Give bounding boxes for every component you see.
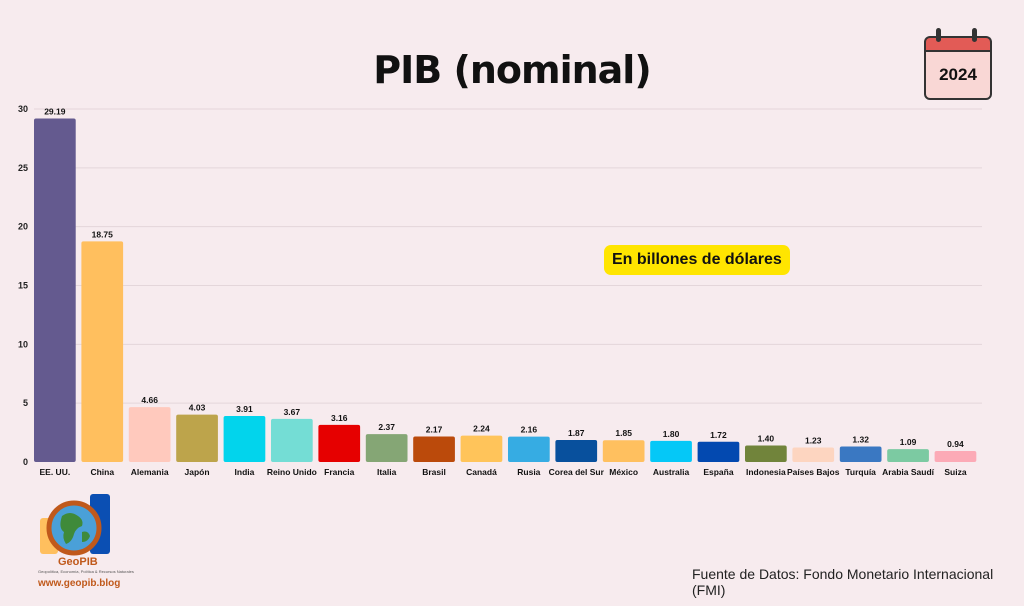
data-label: 2.37 xyxy=(378,422,395,432)
x-tick-label: Reino Unido xyxy=(267,467,317,477)
data-label: 1.87 xyxy=(568,428,585,438)
bar xyxy=(792,447,835,462)
x-tick-label: Países Bajos xyxy=(787,467,840,477)
data-label: 3.91 xyxy=(236,404,253,414)
bar xyxy=(413,436,455,462)
unit-badge: En billones de dólares xyxy=(604,245,790,275)
calendar-icon: 2024 xyxy=(924,28,992,100)
x-tick-label: China xyxy=(90,467,114,477)
globe-icon xyxy=(40,494,110,556)
x-tick-label: Brasil xyxy=(422,467,446,477)
bar xyxy=(271,418,313,462)
data-label: 1.23 xyxy=(805,436,822,446)
y-tick-label: 30 xyxy=(18,104,28,114)
logo-name: GeoPIB xyxy=(58,556,98,568)
bar xyxy=(887,449,929,462)
bar xyxy=(697,441,740,462)
bar xyxy=(34,118,76,462)
data-label: 3.67 xyxy=(284,407,301,417)
bar xyxy=(508,436,550,462)
data-label: 1.32 xyxy=(852,434,869,444)
y-tick-label: 0 xyxy=(23,457,28,467)
data-label: 4.66 xyxy=(141,395,158,405)
data-label: 2.17 xyxy=(426,424,443,434)
data-label: 1.09 xyxy=(900,437,917,447)
x-tick-label: Indonesia xyxy=(746,467,786,477)
x-tick-label: Suiza xyxy=(944,467,966,477)
x-tick-label: EE. UU. xyxy=(40,467,71,477)
logo-url[interactable]: www.geopib.blog xyxy=(38,578,121,589)
data-label: 3.16 xyxy=(331,413,348,423)
x-tick-label: Italia xyxy=(377,467,397,477)
logo: GeoPIB Geopolítica, Economía, Política &… xyxy=(38,492,134,592)
bar xyxy=(934,450,977,462)
y-tick-label: 20 xyxy=(18,222,28,232)
bar xyxy=(602,440,645,462)
bar xyxy=(555,439,598,462)
logo-tagline: Geopolítica, Economía, Política & Recurs… xyxy=(38,569,134,574)
x-tick-label: Arabia Saudí xyxy=(882,467,935,477)
data-label: 1.80 xyxy=(663,429,680,439)
y-tick-label: 25 xyxy=(18,163,28,173)
bar xyxy=(128,407,171,462)
x-tick-label: Francia xyxy=(324,467,355,477)
data-label: 2.16 xyxy=(521,425,538,435)
data-label: 29.19 xyxy=(44,107,66,117)
bar xyxy=(650,440,692,462)
data-label: 1.72 xyxy=(710,430,727,440)
data-label: 18.75 xyxy=(92,229,114,239)
y-tick-label: 5 xyxy=(23,398,28,408)
data-label: 1.40 xyxy=(758,434,775,444)
bar xyxy=(745,445,787,462)
x-tick-label: Japón xyxy=(185,467,210,477)
x-tick-label: Corea del Sur xyxy=(549,467,605,477)
x-tick-label: India xyxy=(235,467,255,477)
x-tick-label: Alemania xyxy=(131,467,169,477)
bar xyxy=(839,446,882,462)
data-label: 1.85 xyxy=(615,428,632,438)
data-label: 4.03 xyxy=(189,403,206,413)
x-tick-label: Rusia xyxy=(517,467,540,477)
data-source: Fuente de Datos: Fondo Monetario Interna… xyxy=(692,566,994,598)
data-label: 2.24 xyxy=(473,424,490,434)
x-tick-label: Canadá xyxy=(466,467,497,477)
bar xyxy=(365,434,408,462)
x-tick-label: Turquía xyxy=(845,467,876,477)
chart-title: PIB (nominal) xyxy=(373,48,651,92)
bar xyxy=(318,424,361,462)
data-label: 0.94 xyxy=(947,439,964,449)
y-tick-label: 10 xyxy=(18,339,28,349)
x-tick-label: México xyxy=(609,467,638,477)
x-tick-label: Australia xyxy=(653,467,690,477)
calendar-ring xyxy=(972,28,977,42)
bar xyxy=(81,241,124,462)
year-label: 2024 xyxy=(924,50,992,100)
y-tick-label: 15 xyxy=(18,281,28,291)
bar xyxy=(223,415,266,462)
bar xyxy=(176,414,218,462)
x-tick-label: España xyxy=(703,467,734,477)
calendar-ring xyxy=(936,28,941,42)
bar xyxy=(460,435,503,462)
